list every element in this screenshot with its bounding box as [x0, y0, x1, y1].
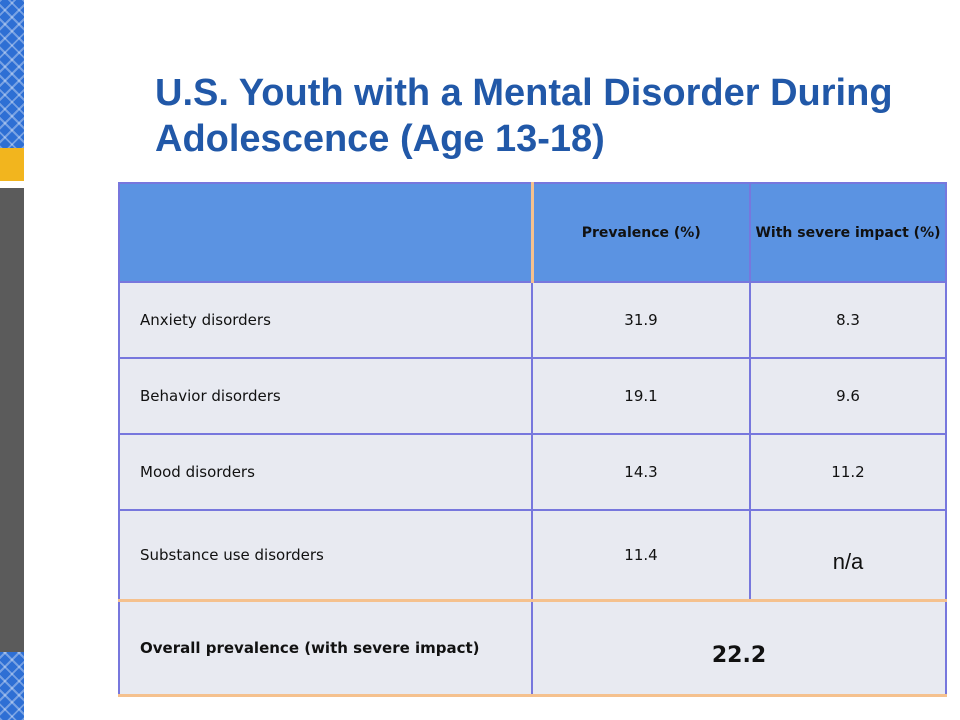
prevalence-table: Prevalence (%) With severe impact (%) An… [118, 182, 947, 697]
row-severe: 9.6 [749, 357, 947, 435]
prevalence-table-container: Prevalence (%) With severe impact (%) An… [118, 182, 947, 697]
overall-row: Overall prevalence (with severe impact) … [118, 599, 947, 697]
sidebar-gold-accent [0, 148, 24, 181]
table-row: Anxiety disorders 31.9 8.3 [118, 281, 947, 359]
row-prevalence: 11.4 [531, 509, 751, 602]
table-row: Behavior disorders 19.1 9.6 [118, 357, 947, 435]
table-header-row: Prevalence (%) With severe impact (%) [118, 182, 947, 283]
table-row: Substance use disorders 11.4 n/a [118, 509, 947, 602]
sidebar-pattern-bottom [0, 652, 24, 720]
row-label: Behavior disorders [118, 357, 533, 435]
table-row: Mood disorders 14.3 11.2 [118, 433, 947, 511]
row-label: Anxiety disorders [118, 281, 533, 359]
header-blank [118, 182, 534, 283]
overall-label: Overall prevalence (with severe impact) [118, 599, 533, 697]
header-prevalence: Prevalence (%) [531, 182, 751, 283]
row-label: Substance use disorders [118, 509, 533, 602]
row-prevalence: 31.9 [531, 281, 751, 359]
row-prevalence: 19.1 [531, 357, 751, 435]
overall-value: 22.2 [531, 599, 947, 697]
row-label: Mood disorders [118, 433, 533, 511]
row-severe: n/a [749, 509, 947, 602]
row-prevalence: 14.3 [531, 433, 751, 511]
row-severe: 8.3 [749, 281, 947, 359]
row-severe: 11.2 [749, 433, 947, 511]
header-severe-impact: With severe impact (%) [749, 182, 947, 283]
sidebar-gray-bar [0, 188, 24, 652]
sidebar-pattern-top [0, 0, 24, 148]
slide-title: U.S. Youth with a Mental Disorder During… [155, 72, 893, 160]
